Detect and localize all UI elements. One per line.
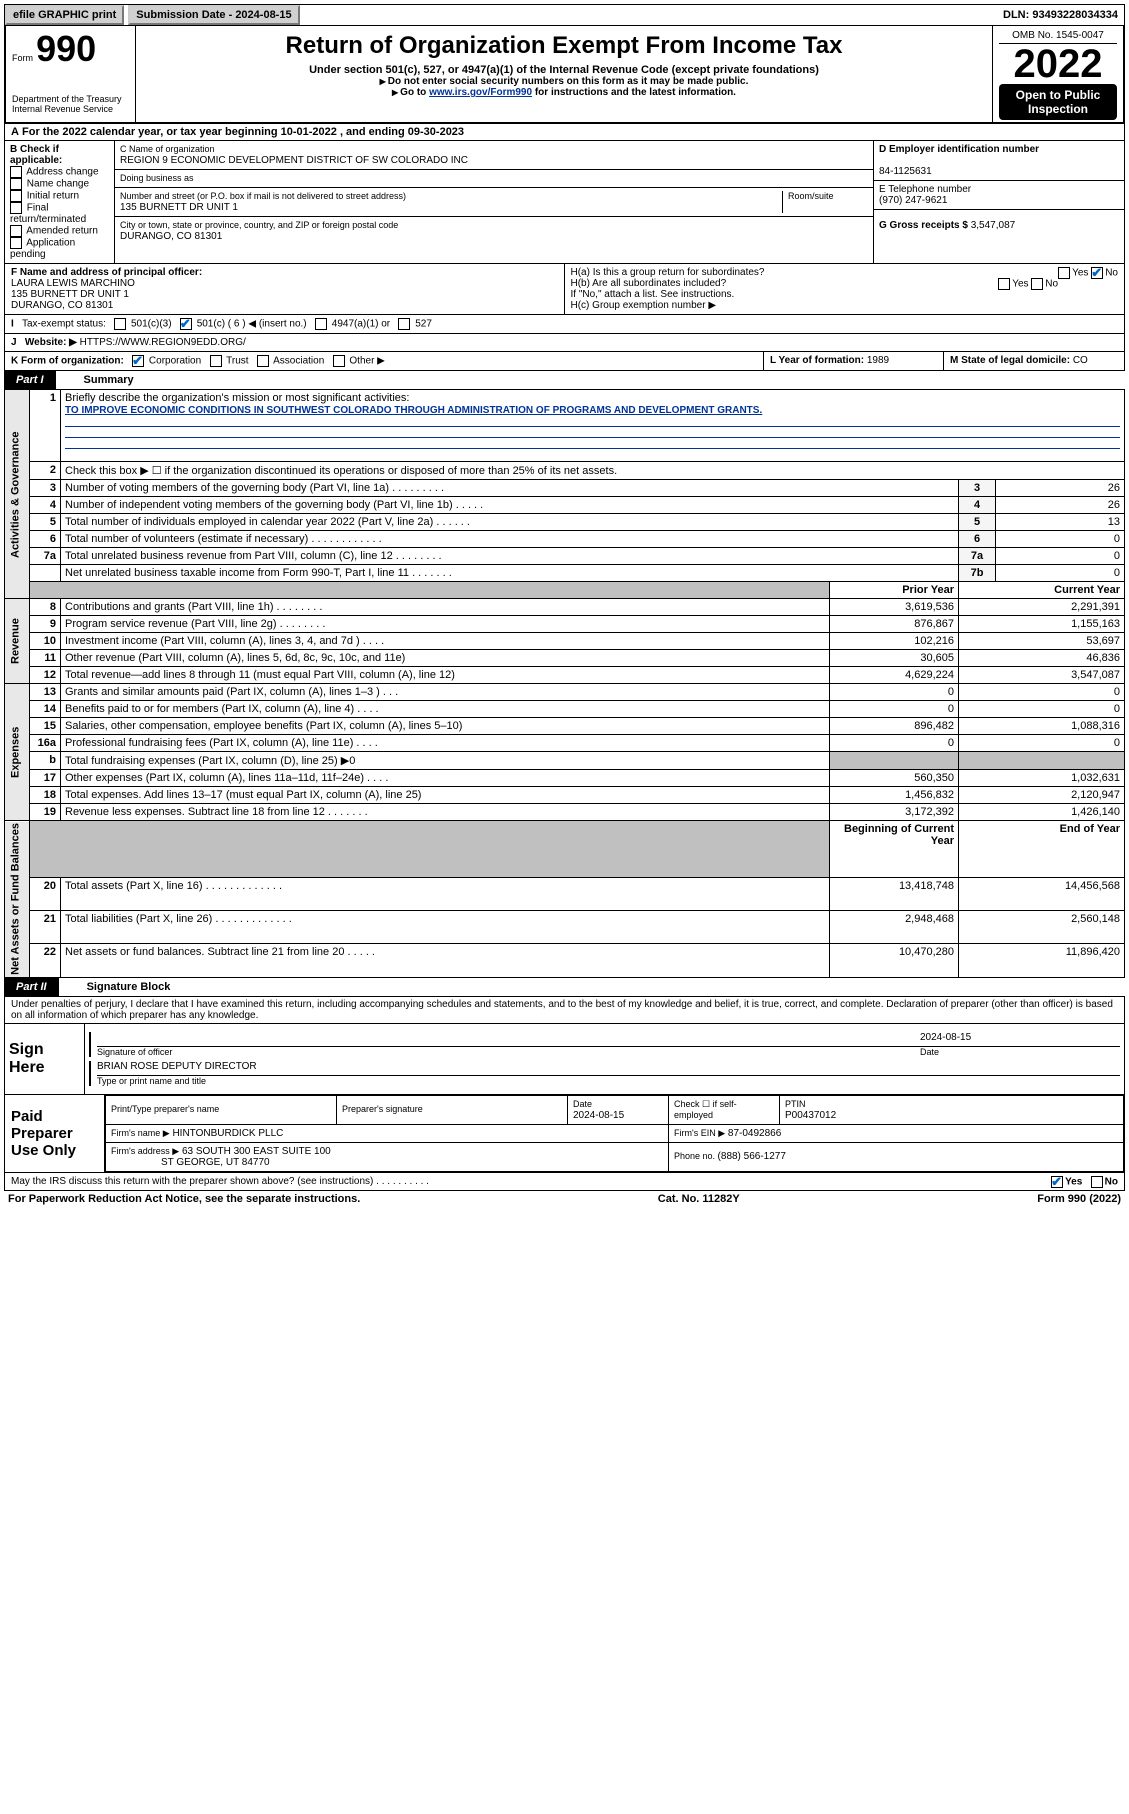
header-right: OMB No. 1545-0047 2022 Open to Public In… [993,26,1123,122]
part-i-header: Part I Summary [4,371,1125,389]
officer-name: BRIAN ROSE DEPUTY DIRECTOR [97,1061,1120,1076]
submission-date-button[interactable]: Submission Date - 2024-08-15 [128,5,299,25]
part-ii-header: Part II Signature Block [4,978,1125,996]
section-d-e-g: D Employer identification number 84-1125… [874,141,1124,263]
website-value: HTTPS://WWW.REGION9EDD.ORG/ [80,337,246,348]
sign-here-label: Sign Here [5,1023,85,1094]
mission-text: TO IMPROVE ECONOMIC CONDITIONS IN SOUTHW… [65,405,762,416]
ein-value: 84-1125631 [879,166,932,177]
section-c: C Name of organization REGION 9 ECONOMIC… [115,141,874,263]
table-row: 4 Number of independent voting members o… [5,497,1125,514]
summary-table: Activities & Governance 1 Briefly descri… [4,389,1125,978]
gross-receipts: 3,547,087 [971,220,1016,231]
inspection-badge: Open to Public Inspection [999,84,1117,120]
form-prefix: Form [12,53,33,63]
top-bar: efile GRAPHIC print Submission Date - 20… [4,4,1125,26]
form-number-cell: Form 990 Department of the Treasury Inte… [6,26,136,122]
officer-group-block: F Name and address of principal officer:… [4,264,1125,315]
signature-block: Under penalties of perjury, I declare th… [4,996,1125,1191]
table-row: 3 Number of voting members of the govern… [5,480,1125,497]
dept-label: Department of the Treasury [12,94,129,104]
table-row: 5 Total number of individuals employed i… [5,514,1125,531]
page-footer: For Paperwork Reduction Act Notice, see … [4,1191,1125,1207]
org-city: DURANGO, CO 81301 [120,231,222,242]
preparer-table: Print/Type preparer's name Preparer's si… [105,1095,1124,1172]
table-row: 7a Total unrelated business revenue from… [5,548,1125,565]
table-row: Net unrelated business taxable income fr… [5,565,1125,582]
paid-preparer-label: Paid Preparer Use Only [5,1094,105,1172]
irs-label: Internal Revenue Service [12,104,129,114]
note-ssn: Do not enter social security numbers on … [142,76,986,87]
section-b: B Check if applicable: Address change Na… [5,141,115,263]
side-expenses: Expenses [5,684,30,821]
side-revenue: Revenue [5,599,30,684]
org-street: 135 BURNETT DR UNIT 1 [120,202,238,213]
tax-status-block: I Tax-exempt status: 501(c)(3) 501(c) ( … [4,315,1125,352]
row-a-tax-year: A For the 2022 calendar year, or tax yea… [4,124,1125,141]
section-h: H(a) Is this a group return for subordin… [565,264,1125,314]
instructions-link[interactable]: www.irs.gov/Form990 [429,87,532,98]
form-title: Return of Organization Exempt From Incom… [142,32,986,60]
form-header: Form 990 Department of the Treasury Inte… [4,26,1125,124]
phone-value: (970) 247-9621 [879,195,947,206]
form-subtitle: Under section 501(c), 527, or 4947(a)(1)… [142,64,986,76]
form-org-block: K Form of organization: Corporation Trus… [4,352,1125,371]
section-f: F Name and address of principal officer:… [5,264,565,314]
tax-year: 2022 [999,44,1117,84]
header-center: Return of Organization Exempt From Incom… [136,26,993,122]
note-link: Go to www.irs.gov/Form990 for instructio… [142,87,986,98]
identification-block: B Check if applicable: Address change Na… [4,141,1125,264]
side-net-assets: Net Assets or Fund Balances [5,821,30,978]
form-number: 990 [36,28,96,69]
org-name: REGION 9 ECONOMIC DEVELOPMENT DISTRICT O… [120,155,468,166]
efile-button[interactable]: efile GRAPHIC print [5,5,124,25]
dln-label: DLN: 93493228034334 [997,7,1124,23]
side-governance: Activities & Governance [5,390,30,599]
table-row: 6 Total number of volunteers (estimate i… [5,531,1125,548]
